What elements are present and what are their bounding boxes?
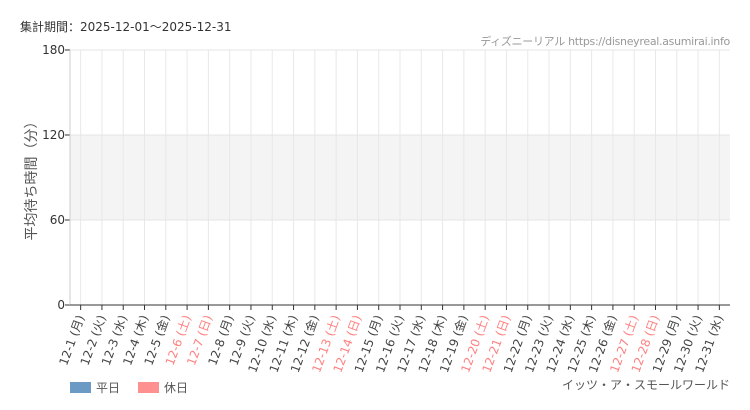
- y-tick-label: 180: [42, 43, 65, 57]
- legend-item-weekday[interactable]: 平日: [70, 379, 120, 396]
- y-tick-label: 60: [50, 213, 65, 227]
- legend-label-weekday: 平日: [96, 381, 121, 395]
- chart-title: 集計期間：2025-12-01～2025-12-31: [20, 20, 232, 34]
- legend-swatch-weekday: [70, 382, 91, 393]
- legend-swatch-holiday: [138, 382, 160, 393]
- legend-item-holiday[interactable]: 休日: [138, 379, 188, 396]
- site-credit: ディズニーリアル https://disneyreal.asumirai.inf…: [480, 35, 730, 48]
- legend-label-holiday: 休日: [164, 381, 189, 395]
- y-tick-label: 120: [42, 128, 65, 142]
- attraction-name: イッツ・ア・スモールワールド: [561, 378, 730, 392]
- y-axis-label: 平均待ち時間（分）: [24, 115, 40, 241]
- y-tick-label: 0: [57, 298, 65, 312]
- legend: 平日 休日: [70, 379, 188, 396]
